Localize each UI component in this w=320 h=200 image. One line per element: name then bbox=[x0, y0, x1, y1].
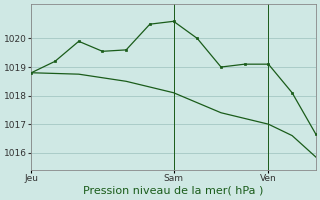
X-axis label: Pression niveau de la mer( hPa ): Pression niveau de la mer( hPa ) bbox=[84, 186, 264, 196]
